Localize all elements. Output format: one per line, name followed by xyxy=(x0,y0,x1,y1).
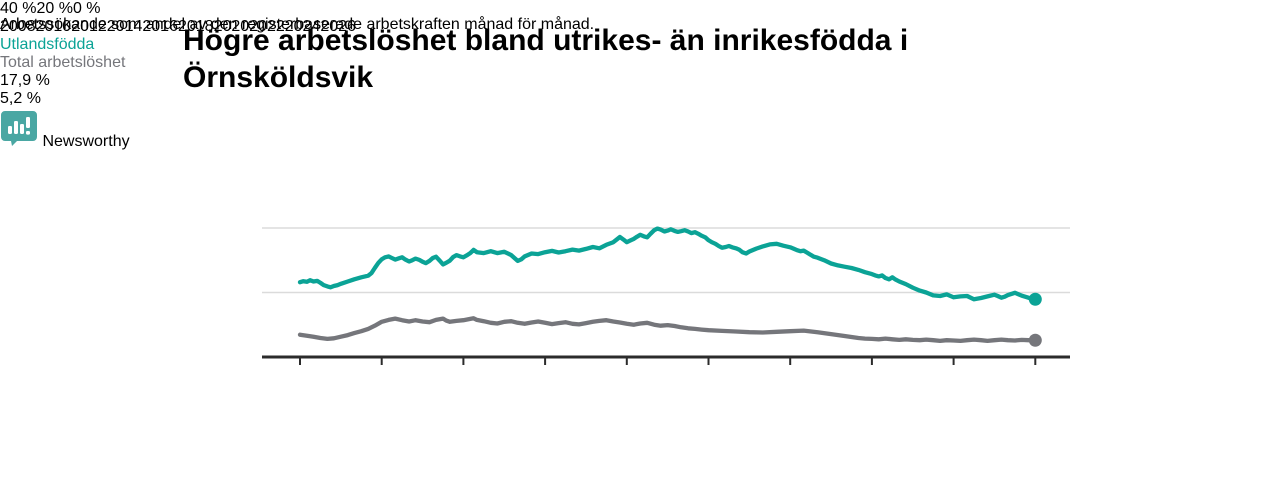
bar-chart-glyph xyxy=(8,117,30,135)
y-axis-label: 0 % xyxy=(72,0,101,17)
x-axis-label: 2008 xyxy=(0,18,36,35)
brand-name: Newsworthy xyxy=(42,133,130,150)
x-axis-label: 2010 xyxy=(35,18,72,35)
series-end-dot xyxy=(1028,333,1042,347)
chart-card: Högre arbetslöshet bland utrikes- än inr… xyxy=(0,0,1280,365)
chart-subtitle: Arbetssökande som andel av den registerb… xyxy=(0,16,595,33)
series-label-total: Total arbetslöshet xyxy=(0,54,126,71)
end-value-label-total: 5,2 % xyxy=(0,90,41,107)
series-end-dot xyxy=(1028,292,1042,306)
chart-title: Högre arbetslöshet bland utrikes- än inr… xyxy=(183,24,909,95)
x-axis-label: 2024 xyxy=(284,18,321,35)
y-axis-label: 40 % xyxy=(0,0,37,17)
end-value-label-utlandsfodda: 17,9 % xyxy=(0,72,50,89)
x-axis-label: 2012 xyxy=(71,18,107,35)
brand-footer: Newsworthy xyxy=(0,108,130,151)
speech-bubble-shape xyxy=(1,111,37,146)
x-axis-label: 2020 xyxy=(213,18,250,35)
series-label-utlandsfodda: Utlandsfödda xyxy=(0,36,95,53)
x-axis-label: 2022 xyxy=(249,18,285,35)
y-axis-label: 20 % xyxy=(36,0,73,17)
x-axis-label: 2016 xyxy=(142,18,178,35)
newsworthy-logo-icon xyxy=(1,111,37,146)
y-axis: 40 %20 %0 % xyxy=(0,0,1280,18)
x-axis-label: 2014 xyxy=(106,18,143,35)
x-axis-label: 2018 xyxy=(177,18,214,35)
series-line xyxy=(297,226,1038,302)
series-line xyxy=(297,316,1038,344)
x-axis-label: 2026 xyxy=(320,18,356,35)
x-axis: 2008201020122014201620182020202220242026 xyxy=(0,18,1280,36)
